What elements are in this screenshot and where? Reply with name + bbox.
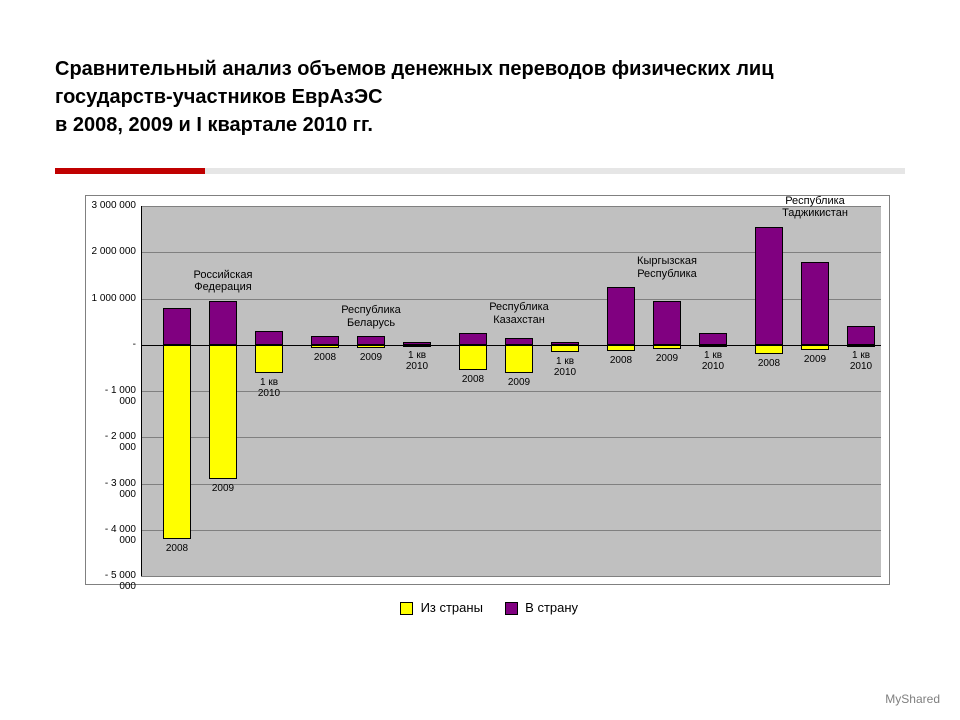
x-tick-label: 1 кв2010 bbox=[545, 356, 585, 378]
x-tick-label: 1 кв2010 bbox=[693, 350, 733, 372]
y-tick-label: 1 000 000 bbox=[86, 293, 136, 304]
footer-watermark: MyShared bbox=[885, 692, 940, 706]
bar-out bbox=[801, 345, 829, 351]
bar-out bbox=[699, 345, 727, 347]
bar-out bbox=[255, 345, 283, 373]
y-tick-label: - 1 000 000 bbox=[86, 385, 136, 407]
accent-bar-grey bbox=[205, 168, 905, 174]
legend: Из страны В страну bbox=[0, 600, 960, 615]
bar-out bbox=[505, 345, 533, 373]
x-tick-label: 2009 bbox=[351, 352, 391, 363]
bar-in bbox=[403, 342, 431, 345]
group-label: РеспубликаТаджикистан bbox=[745, 195, 885, 220]
gridline bbox=[141, 530, 881, 531]
chart-container: - 5 000 000- 4 000 000- 3 000 000- 2 000… bbox=[85, 195, 890, 585]
legend-label-in: В страну bbox=[525, 600, 578, 615]
bar-in bbox=[209, 301, 237, 345]
x-tick-label: 1 кв2010 bbox=[841, 350, 881, 372]
bar-out bbox=[551, 345, 579, 352]
bar-in bbox=[551, 342, 579, 345]
group-label: РоссийскаяФедерация bbox=[153, 269, 293, 294]
y-axis bbox=[141, 206, 142, 576]
x-tick-label: 2009 bbox=[203, 483, 243, 494]
y-tick-label: - bbox=[86, 339, 136, 350]
gridline bbox=[141, 576, 881, 577]
legend-label-out: Из страны bbox=[421, 600, 483, 615]
y-tick-label: 2 000 000 bbox=[86, 246, 136, 257]
bar-out bbox=[311, 345, 339, 348]
bar-in bbox=[653, 301, 681, 345]
x-tick-label: 2009 bbox=[647, 353, 687, 364]
y-tick-label: - 4 000 000 bbox=[86, 524, 136, 546]
legend-swatch-in bbox=[505, 602, 518, 615]
bar-in bbox=[357, 336, 385, 344]
bar-out bbox=[847, 345, 875, 347]
bar-out bbox=[163, 345, 191, 539]
bar-out bbox=[403, 345, 431, 347]
bar-out bbox=[357, 345, 385, 348]
x-tick-label: 2009 bbox=[499, 377, 539, 388]
x-tick-label: 2008 bbox=[453, 374, 493, 385]
gridline bbox=[141, 484, 881, 485]
y-tick-label: - 5 000 000 bbox=[86, 570, 136, 592]
x-tick-label: 2008 bbox=[601, 355, 641, 366]
bar-in bbox=[801, 262, 829, 345]
slide-title: Сравнительный анализ объемов денежных пе… bbox=[55, 55, 875, 139]
bar-in bbox=[699, 333, 727, 345]
legend-swatch-out bbox=[400, 602, 413, 615]
bar-in bbox=[505, 338, 533, 344]
bar-out bbox=[653, 345, 681, 350]
bar-in bbox=[311, 336, 339, 344]
group-label: РеспубликаБеларусь bbox=[301, 304, 441, 329]
bar-in bbox=[607, 287, 635, 345]
y-tick-label: - 3 000 000 bbox=[86, 478, 136, 500]
x-tick-label: 1 кв2010 bbox=[397, 350, 437, 372]
bar-out bbox=[607, 345, 635, 351]
bar-out bbox=[209, 345, 237, 479]
bar-in bbox=[847, 326, 875, 345]
x-tick-label: 2008 bbox=[157, 543, 197, 554]
x-tick-label: 2008 bbox=[305, 352, 345, 363]
accent-bar-red bbox=[55, 168, 205, 174]
group-label: РеспубликаКазахстан bbox=[449, 301, 589, 326]
bar-out bbox=[459, 345, 487, 370]
slide: Сравнительный анализ объемов денежных пе… bbox=[0, 0, 960, 720]
bar-in bbox=[255, 331, 283, 345]
x-tick-label: 2008 bbox=[749, 358, 789, 369]
group-label: КыргызскаяРеспублика bbox=[597, 255, 737, 280]
bar-in bbox=[755, 227, 783, 345]
x-tick-label: 2009 bbox=[795, 354, 835, 365]
gridline bbox=[141, 437, 881, 438]
bar-in bbox=[459, 333, 487, 345]
x-tick-label: 1 кв2010 bbox=[249, 377, 289, 399]
y-tick-label: - 2 000 000 bbox=[86, 431, 136, 453]
bar-in bbox=[163, 308, 191, 345]
y-tick-label: 3 000 000 bbox=[86, 200, 136, 211]
bar-out bbox=[755, 345, 783, 354]
